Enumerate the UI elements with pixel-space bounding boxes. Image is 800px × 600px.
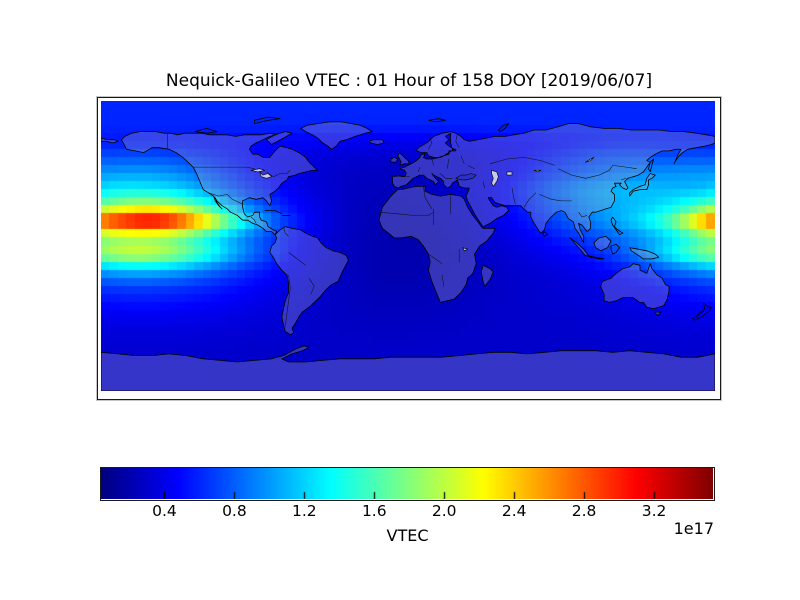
africa: [378, 186, 496, 303]
border-russia-kazakhstan: [489, 157, 555, 166]
aral-sea: [506, 171, 513, 176]
borneo: [593, 235, 612, 252]
eurasia: [392, 123, 715, 244]
sakhalin: [648, 158, 654, 173]
border-turkey-iran: [482, 181, 486, 189]
border-finland-russia: [455, 133, 460, 148]
border-colombia-venezuela: [283, 226, 289, 237]
tasmania: [654, 311, 661, 316]
border-congo: [428, 253, 443, 264]
plot-title: Nequick-Galileo VTEC : 01 Hour of 158 DO…: [165, 71, 653, 91]
colorbar-offset-text: 1e17: [673, 519, 714, 538]
border-guatemala: [250, 216, 257, 224]
chukotka-west-edge: [101, 137, 119, 144]
new-zealand: [692, 302, 712, 321]
black-sea: [455, 173, 477, 181]
colorbar-tick-label: 0.4: [152, 502, 177, 520]
madagascar: [480, 264, 494, 287]
border-balkans: [440, 173, 453, 179]
border-peru-brazil: [288, 252, 306, 266]
lake-baikal: [585, 157, 595, 163]
sulawesi: [610, 244, 620, 255]
ireland: [390, 157, 399, 163]
lake-superior: [250, 168, 265, 173]
caspian-sea: [491, 170, 499, 187]
japan: [629, 173, 656, 197]
border-norway-sweden: [428, 134, 433, 150]
border-tunisia-libya: [423, 186, 433, 210]
border-russia-west: [460, 155, 465, 164]
border-us-canada-east: [266, 170, 291, 177]
colorbar-tick-label: 1.2: [292, 502, 317, 520]
border-poland-east: [446, 158, 450, 169]
philippines: [610, 216, 624, 236]
colorbar-tick-label: 2.8: [571, 502, 597, 520]
cuba: [264, 210, 282, 215]
baja-california: [213, 195, 223, 210]
colorbar: [100, 467, 715, 501]
border-indochina: [578, 212, 588, 218]
colorbar-label: VTEC: [386, 526, 429, 545]
sumatra: [569, 237, 590, 257]
border-brazil-south: [308, 278, 315, 295]
coastline-overlay: [101, 116, 715, 391]
colorbar-tick-label: 1.6: [361, 502, 387, 520]
border-china-russia: [612, 165, 637, 169]
border-korea: [621, 178, 627, 181]
baffin-island: [266, 131, 293, 145]
colorbar-gradient-canvas: [101, 468, 713, 499]
map-frame: [97, 97, 721, 400]
colorbar-tick-label: 2.0: [431, 502, 457, 520]
border-ukraine: [467, 165, 475, 169]
south-america: [269, 226, 349, 335]
colorbar-tick-label: 2.4: [501, 502, 527, 520]
ellesmere: [254, 116, 281, 124]
border-sahara-west: [378, 211, 434, 216]
java: [586, 255, 605, 260]
uk: [397, 152, 411, 166]
new-guinea: [629, 247, 660, 260]
border-iran-afghanistan: [511, 187, 516, 205]
lake-michigan-huron: [259, 171, 272, 179]
border-us-canada: [193, 166, 255, 169]
novaya-zemlya: [498, 123, 509, 132]
iceland: [368, 139, 385, 145]
sri-lanka: [542, 231, 549, 237]
australia: [600, 263, 670, 310]
vtec-heatmap-canvas: [101, 101, 715, 391]
border-germany-poland: [431, 158, 434, 166]
border-us-mexico: [208, 192, 243, 205]
lake-balkhash: [533, 170, 542, 173]
lake-victoria: [462, 247, 468, 252]
border-india-pakistan: [523, 192, 537, 208]
border-namibia-botswana: [441, 274, 445, 287]
colorbar-tick-label: 3.2: [641, 502, 667, 520]
north-america: [121, 131, 318, 236]
colorbar-tick-label: 0.8: [222, 502, 247, 520]
border-himalaya: [539, 194, 572, 202]
antarctica: [101, 345, 715, 391]
border-mongolia: [557, 165, 613, 179]
svalbard: [428, 118, 446, 123]
greenland: [300, 121, 373, 150]
border-france-germany: [417, 167, 421, 172]
banks-island: [194, 128, 218, 134]
border-chile-argentina: [284, 274, 291, 327]
